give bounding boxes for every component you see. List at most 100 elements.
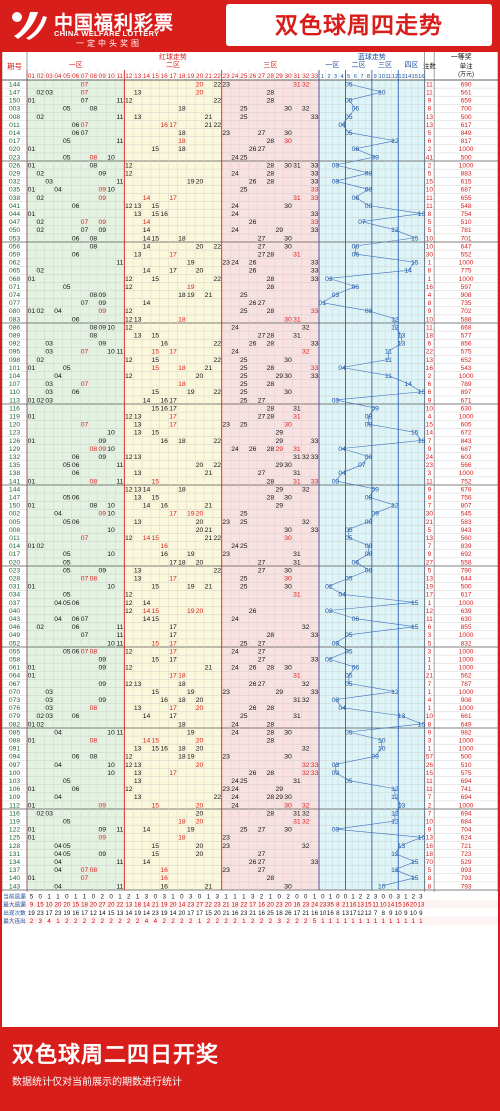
blue-ball-value: 05 xyxy=(345,81,353,88)
red-ball-value: 25 xyxy=(240,713,248,720)
period-cell: 044 xyxy=(9,211,21,218)
red-ball-value: 20 xyxy=(196,697,204,704)
prize-count-cell: 5 xyxy=(428,640,432,647)
red-ball-value: 05 xyxy=(63,843,71,850)
red-ball-value: 10 xyxy=(107,154,115,161)
red-ball-value: 33 xyxy=(311,268,319,275)
prize-amount-cell: 756 xyxy=(461,495,472,502)
red-ball-value: 06 xyxy=(72,648,80,655)
red-ball-value: 25 xyxy=(240,397,248,404)
prize-count-cell: 19 xyxy=(426,584,434,591)
red-ball-value: 01 xyxy=(28,584,36,591)
red-ball-value: 28 xyxy=(267,729,275,736)
prize-amount-cell: 704 xyxy=(461,827,472,834)
red-ball-value: 07 xyxy=(81,576,89,583)
prize-amount-cell: 807 xyxy=(461,503,472,510)
stats-value: 2 xyxy=(180,918,184,925)
stats-value: 0 xyxy=(304,893,308,900)
red-ball-value: 05 xyxy=(63,592,71,599)
stats-value: 13 xyxy=(357,902,364,909)
red-ball-value: 01 xyxy=(28,162,36,169)
red-ball-value: 13 xyxy=(134,430,142,437)
period-cell: 119 xyxy=(9,414,20,421)
red-ball-value: 19 xyxy=(187,292,195,299)
red-col-num: 13 xyxy=(134,73,142,80)
stats-value: 17 xyxy=(350,910,357,917)
red-ball-value: 15 xyxy=(152,203,160,210)
red-ball-value: 30 xyxy=(284,527,292,534)
brand-slogan: 一定中头奖图 xyxy=(76,39,142,48)
prize-count-cell: 8 xyxy=(428,495,432,502)
prize-amount-cell: 500 xyxy=(461,754,472,761)
red-ball-value: 20 xyxy=(196,843,204,850)
red-ball-value: 09 xyxy=(98,454,106,461)
period-cell: 122 xyxy=(9,827,21,834)
prize-amount-cell: 543 xyxy=(461,365,472,372)
red-ball-value: 05 xyxy=(63,600,71,607)
prize-amount-cell: 855 xyxy=(461,624,472,631)
prize-amount-cell: 1000 xyxy=(459,600,474,607)
red-ball-value: 32 xyxy=(302,843,310,850)
red-ball-value: 20 xyxy=(196,81,204,88)
prize-count-cell: 5 xyxy=(428,527,432,534)
prize-amount-cell: 700 xyxy=(461,106,472,113)
prize-amount-cell: 1000 xyxy=(459,746,474,753)
red-ball-value: 27 xyxy=(258,648,266,655)
red-ball-value: 31 xyxy=(293,559,301,566)
period-cell: 020 xyxy=(9,559,21,566)
red-ball-value: 01 xyxy=(28,543,36,550)
red-ball-value: 12 xyxy=(125,203,133,210)
prize-amount-cell: 908 xyxy=(461,292,472,299)
red-ball-value: 15 xyxy=(152,738,160,745)
red-ball-value: 29 xyxy=(275,227,283,234)
red-ball-value: 32 xyxy=(302,454,310,461)
red-ball-value: 32 xyxy=(302,624,310,631)
red-ball-value: 13 xyxy=(134,316,142,323)
prize-count-cell: 1 xyxy=(428,600,432,607)
red-ball-value: 15 xyxy=(152,851,160,858)
red-col-num: 17 xyxy=(169,73,177,80)
red-ball-value: 28 xyxy=(267,478,275,485)
blue-ball-value: 15 xyxy=(411,600,419,607)
red-ball-value: 19 xyxy=(187,511,195,518)
red-ball-value: 33 xyxy=(311,308,319,315)
stats-value: 2 xyxy=(412,893,416,900)
prize-amount-cell: 1000 xyxy=(459,146,474,153)
stats-value: 1 xyxy=(374,918,378,925)
stats-value: 2 xyxy=(118,918,122,925)
stats-value: 0 xyxy=(198,893,202,900)
red-ball-value: 20 xyxy=(196,511,204,518)
stats-value: 0 xyxy=(389,893,393,900)
red-ball-value: 29 xyxy=(275,486,283,493)
red-ball-value: 04 xyxy=(54,867,62,874)
red-ball-value: 12 xyxy=(125,284,133,291)
blue-ball-value: 11 xyxy=(385,373,392,380)
stats-value: 35 xyxy=(327,902,334,909)
red-col-num: 16 xyxy=(161,73,169,80)
red-ball-value: 11 xyxy=(116,624,123,631)
stats-value: 16 xyxy=(327,910,334,917)
red-ball-value: 23 xyxy=(222,835,230,842)
red-ball-value: 23 xyxy=(222,551,230,558)
red-ball-value: 31 xyxy=(293,405,301,412)
stats-value: 2 xyxy=(260,893,264,900)
red-ball-value: 31 xyxy=(293,81,301,88)
red-ball-value: 05 xyxy=(63,519,71,526)
red-ball-value: 08 xyxy=(90,446,98,453)
prize-count-cell: 1 xyxy=(428,276,432,283)
red-ball-value: 29 xyxy=(275,689,283,696)
red-ball-value: 09 xyxy=(98,195,106,202)
red-ball-value: 33 xyxy=(311,373,319,380)
blue-ball-value: 05 xyxy=(345,632,353,639)
red-ball-value: 01 xyxy=(28,365,36,372)
red-ball-value: 16 xyxy=(160,746,168,753)
red-ball-value: 32 xyxy=(302,81,310,88)
blue-col-num: 8 xyxy=(367,74,370,80)
red-col-num: 23 xyxy=(223,73,231,80)
prize-amount-cell: 735 xyxy=(461,300,472,307)
stats-value: 13 xyxy=(342,910,349,917)
red-ball-value: 22 xyxy=(213,81,221,88)
stats-value: 0 xyxy=(92,893,96,900)
blue-ball-value: 16 xyxy=(418,389,426,396)
red-ball-value: 12 xyxy=(125,754,133,761)
